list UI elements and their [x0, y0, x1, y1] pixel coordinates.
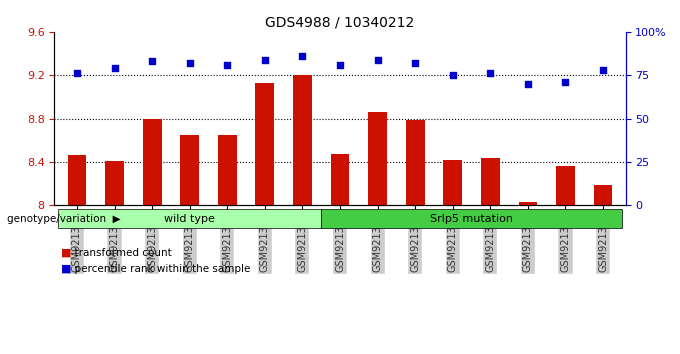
- Text: Srlp5 mutation: Srlp5 mutation: [430, 213, 513, 224]
- Bar: [256, 83, 274, 205]
- Text: ■: ■: [61, 248, 71, 258]
- Bar: [594, 185, 613, 205]
- Bar: [481, 158, 500, 205]
- Point: [560, 79, 571, 85]
- Bar: [518, 202, 537, 205]
- Point: [222, 62, 233, 68]
- Bar: [143, 119, 162, 205]
- Point: [335, 62, 345, 68]
- Point: [297, 53, 308, 59]
- Point: [485, 71, 496, 76]
- Point: [598, 67, 609, 73]
- Bar: [368, 112, 387, 205]
- Text: ■: ■: [61, 264, 71, 274]
- Bar: [406, 120, 424, 205]
- Bar: [293, 75, 312, 205]
- Point: [372, 57, 383, 62]
- Point: [71, 71, 82, 76]
- Text: transformed count: transformed count: [68, 248, 172, 258]
- Bar: [105, 161, 124, 205]
- Point: [259, 57, 270, 62]
- Bar: [443, 160, 462, 205]
- Bar: [180, 135, 199, 205]
- Bar: [218, 135, 237, 205]
- Point: [184, 60, 195, 66]
- Point: [447, 73, 458, 78]
- Bar: [330, 154, 350, 205]
- Bar: [67, 155, 86, 205]
- Text: wild type: wild type: [165, 213, 215, 224]
- Title: GDS4988 / 10340212: GDS4988 / 10340212: [265, 15, 415, 29]
- Text: genotype/variation  ▶: genotype/variation ▶: [7, 213, 120, 224]
- Point: [147, 58, 158, 64]
- Point: [410, 60, 421, 66]
- Point: [109, 65, 120, 71]
- Bar: [556, 166, 575, 205]
- Point: [522, 81, 533, 87]
- Text: percentile rank within the sample: percentile rank within the sample: [68, 264, 250, 274]
